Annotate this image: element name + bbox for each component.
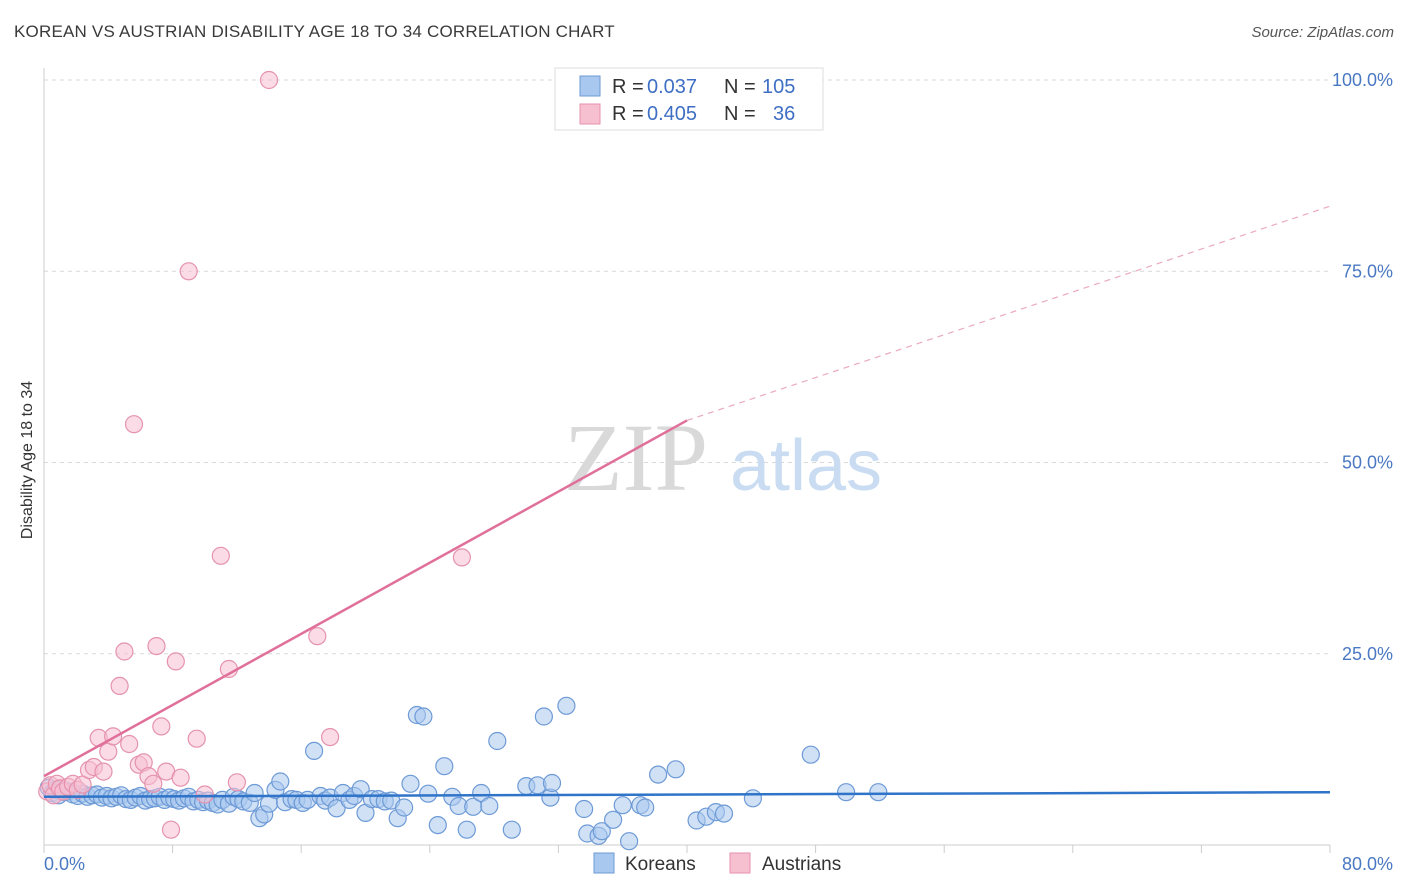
axes <box>43 68 1331 853</box>
y-tick-label-75: 75.0% <box>1342 261 1393 281</box>
korean-point-90 <box>557 696 576 715</box>
korean-point-99 <box>636 798 655 817</box>
austrian-point-28 <box>166 652 185 671</box>
austrian-point-30 <box>179 262 198 281</box>
korean-point-70 <box>395 798 414 817</box>
korean-point-107 <box>801 745 820 764</box>
trend-line-austrians-extension <box>686 205 1331 421</box>
korean-point-108 <box>836 783 856 802</box>
austrian-point-14 <box>99 742 118 761</box>
austrian-point-36 <box>259 70 279 90</box>
korean-point-96 <box>613 796 632 815</box>
watermark-atlas: atlas <box>730 426 882 506</box>
legend-r-label-2: R = <box>612 103 644 125</box>
legend-r-value-1: 0.037 <box>647 76 697 98</box>
legend-swatch-austrians <box>579 103 601 125</box>
austrian-point-38 <box>321 727 340 747</box>
korean-point-84 <box>502 820 521 839</box>
legend-n-value-1: 105 <box>762 76 795 98</box>
austrian-point-24 <box>147 636 166 656</box>
austrian-point-16 <box>110 676 129 696</box>
korean-point-71 <box>401 774 420 793</box>
austrian-point-33 <box>211 546 230 565</box>
legend-bottom: Koreans Austrians <box>593 852 841 875</box>
austrian-point-39 <box>452 548 471 567</box>
legend-top: R = 0.037 N = 105 R = 0.405 N = 36 <box>554 67 824 131</box>
watermark: ZIP atlas <box>564 404 882 511</box>
korean-point-81 <box>472 783 491 803</box>
korean-point-94 <box>592 822 611 841</box>
legend-n-value-2: 36 <box>773 103 795 125</box>
korean-point-75 <box>428 815 447 835</box>
austrian-point-25 <box>152 717 171 736</box>
y-tick-label-100: 100.0% <box>1332 70 1393 90</box>
korean-point-89 <box>542 773 562 793</box>
korean-point-109 <box>869 783 888 802</box>
y-tick-label-25: 25.0% <box>1342 644 1393 664</box>
trend-line-koreans <box>43 790 1331 799</box>
austrian-point-18 <box>120 734 139 754</box>
korean-point-49 <box>271 772 290 791</box>
bottom-legend-austrians: Austrians <box>762 854 841 875</box>
korean-point-59 <box>327 799 346 818</box>
page-title: KOREAN VS AUSTRIAN DISABILITY AGE 18 TO … <box>14 22 615 41</box>
source-label: Source: ZipAtlas.com <box>1251 24 1394 41</box>
bottom-legend-swatch-austrians <box>729 852 751 874</box>
austrian-point-29 <box>171 768 190 787</box>
korean-point-73 <box>414 707 433 726</box>
korean-point-91 <box>574 799 594 819</box>
austrian-point-13 <box>94 762 113 781</box>
austrian-point-32 <box>195 785 214 804</box>
bottom-legend-swatch-koreans <box>593 852 615 874</box>
y-tick-label-50: 50.0% <box>1342 453 1393 473</box>
legend-swatch-koreans <box>579 75 601 97</box>
korean-point-100 <box>648 765 668 784</box>
austrian-point-37 <box>308 627 327 646</box>
legend-r-value-2: 0.405 <box>647 103 697 125</box>
korean-point-44 <box>245 783 264 803</box>
korean-point-106 <box>743 789 763 808</box>
austrian-point-17 <box>115 642 134 661</box>
korean-point-101 <box>666 760 685 779</box>
bottom-legend-koreans: Koreans <box>625 854 696 875</box>
austrian-point-35 <box>227 773 246 792</box>
korean-point-97 <box>619 832 639 851</box>
x-tick-label-min: 0.0% <box>44 854 85 874</box>
tick-labels: 25.0% 50.0% 75.0% 100.0% 0.0% 80.0% <box>44 70 1393 874</box>
gridlines <box>44 79 1330 655</box>
legend-r-label-1: R = <box>612 76 644 98</box>
trend-line-austrians <box>43 419 688 778</box>
austrian-point-23 <box>144 774 163 793</box>
korean-point-82 <box>480 796 499 816</box>
x-tick-label-max: 80.0% <box>1342 854 1393 874</box>
austrian-point-31 <box>187 729 206 748</box>
korean-point-76 <box>435 757 454 776</box>
legend-n-label-1: N = <box>724 76 756 98</box>
series-austrians <box>38 70 471 839</box>
korean-point-79 <box>457 820 476 839</box>
austrian-point-27 <box>161 820 181 839</box>
trend-lines <box>43 205 1331 799</box>
korean-point-83 <box>488 731 507 751</box>
legend-n-label-2: N = <box>724 103 756 125</box>
korean-point-74 <box>419 784 438 803</box>
korean-point-55 <box>305 741 324 761</box>
korean-point-95 <box>603 810 623 829</box>
korean-point-87 <box>534 707 554 726</box>
austrian-point-19 <box>124 415 144 434</box>
korean-point-105 <box>714 804 734 823</box>
